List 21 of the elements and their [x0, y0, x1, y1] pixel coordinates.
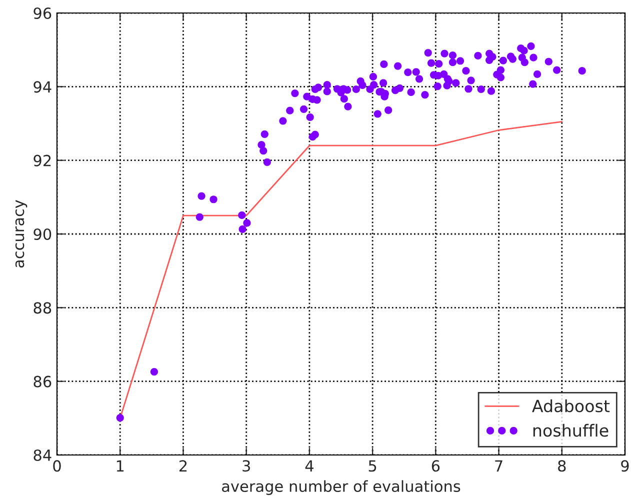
legend-label: Adaboost [532, 399, 610, 412]
x-tick-label: 9 [621, 460, 629, 472]
x-tick-label: 7 [495, 460, 502, 472]
y-axis-title: accuracy [15, 200, 28, 268]
y-tick-label: 88 [34, 302, 52, 314]
x-tick-label: 6 [432, 460, 440, 472]
legend-label: noshuffle [533, 424, 608, 437]
x-axis-title: average number of evaluations [222, 480, 460, 495]
x-tick-label: 8 [558, 460, 566, 472]
x-tick-label: 3 [242, 460, 250, 472]
y-tick-label: 90 [34, 228, 52, 240]
y-tick-label: 92 [34, 154, 51, 166]
y-tick-label: 84 [34, 449, 52, 462]
x-tick-label: 0 [53, 460, 61, 472]
y-tick-label: 94 [34, 81, 52, 93]
x-tick-label: 1 [116, 460, 124, 472]
x-tick-label: 4 [305, 460, 314, 472]
y-tick-label: 86 [34, 376, 52, 388]
x-tick-label: 5 [368, 460, 376, 472]
y-tick-label: 96 [34, 7, 52, 20]
x-tick-label: 2 [179, 460, 187, 472]
